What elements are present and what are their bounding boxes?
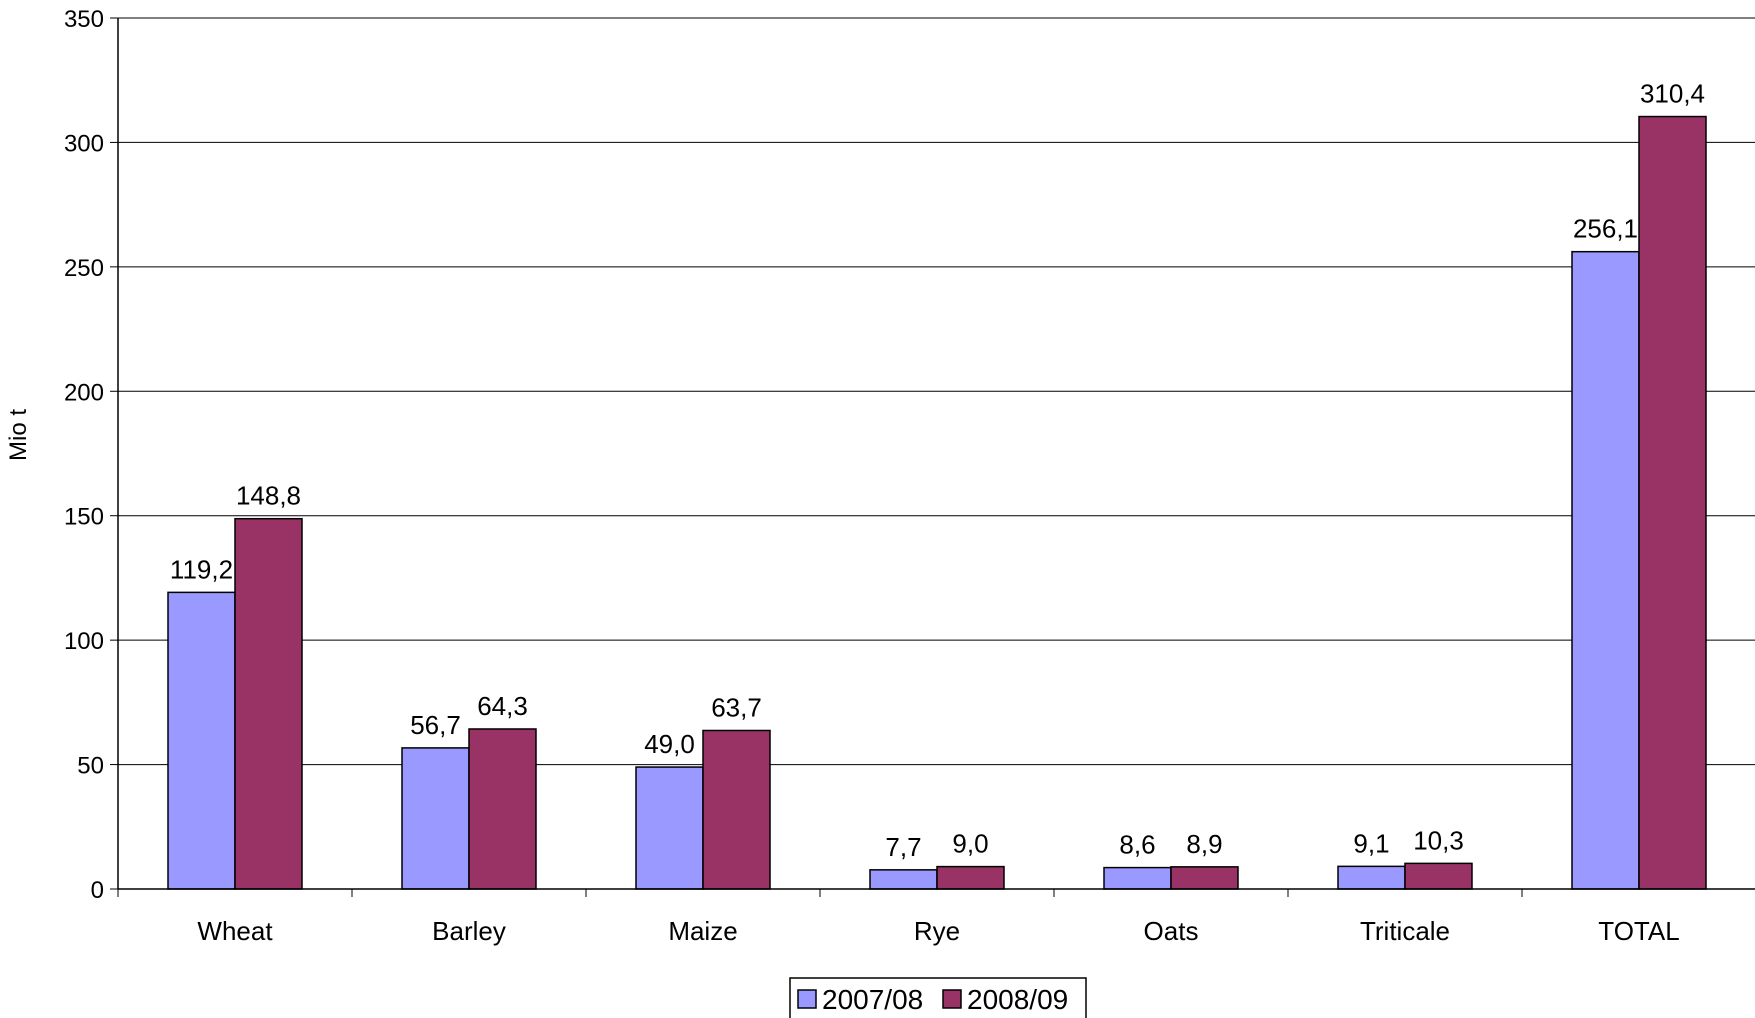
bar-2008-09-oats xyxy=(1170,866,1239,890)
category-labels: Wheat Barley Maize Rye Oats Triticale TOTAL xyxy=(197,916,1679,946)
legend-box xyxy=(789,977,1087,1018)
legend: 2007/08 2008/09 xyxy=(789,977,1087,1018)
data-label: 49,0 xyxy=(644,729,695,759)
category-label-wheat: Wheat xyxy=(197,916,273,946)
bar-2007-08-maize xyxy=(635,766,704,890)
data-label: 10,3 xyxy=(1413,825,1464,855)
gridlines xyxy=(118,17,1755,766)
y-tick-label: 200 xyxy=(64,379,104,406)
data-label: 8,9 xyxy=(1186,829,1222,859)
y-tick-label: 50 xyxy=(77,753,104,780)
bar-2007-08-total xyxy=(1571,250,1640,890)
y-tick-label: 300 xyxy=(64,130,104,157)
data-label: 7,7 xyxy=(885,832,921,862)
category-label-oats: Oats xyxy=(1144,916,1199,946)
category-label-triticale: Triticale xyxy=(1360,916,1450,946)
data-label: 148,8 xyxy=(236,481,301,511)
y-tick-label: 150 xyxy=(64,504,104,531)
category-label-total: TOTAL xyxy=(1598,916,1679,946)
data-label: 256,1 xyxy=(1573,214,1638,244)
legend-label: 2008/09 xyxy=(967,984,1068,1015)
data-label: 63,7 xyxy=(711,692,762,722)
bar-2007-08-barley xyxy=(401,747,470,890)
data-label: 9,1 xyxy=(1353,828,1389,858)
data-label: 310,4 xyxy=(1640,79,1705,109)
axes xyxy=(110,17,1755,897)
data-labels: 119,2 148,8 56,7 64,3 49,0 63,7 7,7 9,0 8,6 8,9 9,… xyxy=(170,79,1705,862)
data-label: 56,7 xyxy=(410,710,461,740)
category-label-rye: Rye xyxy=(914,916,960,946)
data-label: 64,3 xyxy=(477,691,528,721)
category-label-barley: Barley xyxy=(432,916,506,946)
y-tick-label: 0 xyxy=(91,877,104,904)
bars xyxy=(167,115,1707,890)
y-tick-label: 100 xyxy=(64,628,104,655)
y-tick-labels: 0 50 100 150 200 250 300 350 xyxy=(64,6,104,904)
bar-2008-09-rye xyxy=(936,865,1005,890)
category-label-maize: Maize xyxy=(668,916,737,946)
bar-2008-09-total xyxy=(1638,115,1707,890)
bar-2007-08-oats xyxy=(1103,866,1172,890)
y-axis-title: Mio t xyxy=(5,409,32,461)
y-tick-label: 250 xyxy=(64,255,104,282)
data-label: 8,6 xyxy=(1119,830,1155,860)
bar-2007-08-triticale xyxy=(1337,865,1406,890)
legend-label: 2007/08 xyxy=(822,984,923,1015)
bar-2007-08-rye xyxy=(869,869,938,890)
data-label: 119,2 xyxy=(170,554,233,584)
bar-2008-09-maize xyxy=(702,729,771,890)
data-label: 9,0 xyxy=(952,829,988,859)
bar-2008-09-wheat xyxy=(234,517,303,890)
legend-swatch xyxy=(797,989,817,1009)
bar-2008-09-triticale xyxy=(1404,862,1473,890)
bar-2007-08-wheat xyxy=(167,591,236,890)
y-tick-label: 350 xyxy=(64,6,104,33)
legend-swatch xyxy=(942,989,962,1009)
bar-2008-09-barley xyxy=(468,728,537,890)
